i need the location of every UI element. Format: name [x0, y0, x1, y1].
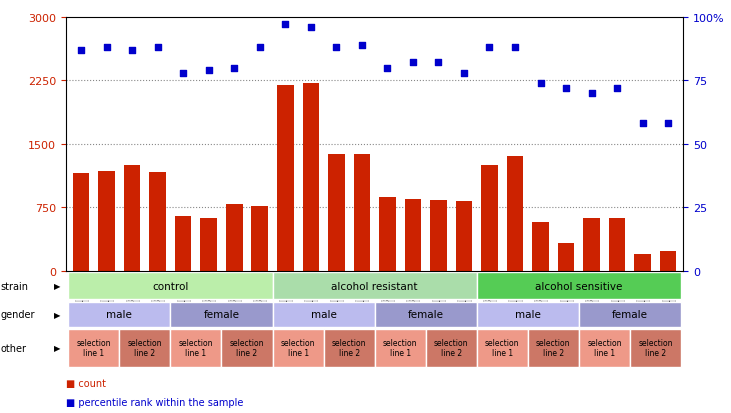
Text: selection
line 2: selection line 2 [638, 338, 673, 358]
Bar [630, 329, 681, 367]
Text: selection
line 2: selection line 2 [536, 338, 571, 358]
Text: control: control [152, 281, 189, 291]
Point [305, 24, 317, 31]
Text: selection
line 2: selection line 2 [434, 338, 469, 358]
Bar [170, 302, 273, 327]
Bar [200, 219, 217, 271]
Bar [477, 329, 528, 367]
Bar [455, 202, 472, 271]
Point [254, 45, 265, 52]
Bar [374, 302, 477, 327]
Point [152, 45, 164, 52]
Bar [507, 157, 523, 271]
Point [101, 45, 113, 52]
Bar [226, 204, 243, 271]
Text: female: female [203, 309, 240, 319]
Bar [379, 197, 395, 271]
Text: ▶: ▶ [54, 310, 60, 319]
Point [586, 90, 597, 97]
Bar [251, 207, 268, 271]
Bar [532, 222, 549, 271]
Text: female: female [612, 309, 648, 319]
Bar [660, 252, 676, 271]
Point [534, 80, 546, 87]
Text: selection
line 1: selection line 1 [178, 338, 213, 358]
Bar [170, 329, 221, 367]
Bar [221, 329, 273, 367]
Point [433, 60, 444, 66]
Bar [635, 254, 651, 271]
Text: selection
line 1: selection line 1 [383, 338, 417, 358]
Bar [273, 273, 477, 299]
Text: selection
line 1: selection line 1 [485, 338, 520, 358]
Bar [303, 83, 319, 271]
Bar [405, 199, 421, 271]
Bar [481, 166, 498, 271]
Bar [124, 166, 140, 271]
Point [407, 60, 419, 66]
Bar [273, 302, 374, 327]
Bar [324, 329, 374, 367]
Text: male: male [311, 309, 336, 319]
Bar [277, 85, 294, 271]
Point [178, 70, 189, 77]
Text: strain: strain [1, 281, 29, 291]
Text: selection
line 1: selection line 1 [281, 338, 315, 358]
Point [126, 47, 138, 54]
Bar [425, 329, 477, 367]
Bar [68, 273, 273, 299]
Bar [579, 302, 681, 327]
Point [279, 22, 291, 28]
Point [228, 65, 240, 72]
Text: other: other [1, 343, 27, 353]
Bar [579, 329, 630, 367]
Bar [477, 273, 681, 299]
Point [356, 42, 368, 49]
Point [510, 45, 521, 52]
Point [484, 45, 496, 52]
Bar [68, 329, 119, 367]
Text: selection
line 2: selection line 2 [332, 338, 366, 358]
Bar [175, 216, 192, 271]
Point [611, 85, 623, 92]
Text: alcohol resistant: alcohol resistant [331, 281, 418, 291]
Point [560, 85, 572, 92]
Text: selection
line 2: selection line 2 [230, 338, 265, 358]
Text: ▶: ▶ [54, 344, 60, 352]
Text: selection
line 1: selection line 1 [77, 338, 111, 358]
Text: female: female [408, 309, 444, 319]
Point [637, 121, 648, 128]
Bar [609, 219, 626, 271]
Point [662, 121, 674, 128]
Bar [354, 154, 370, 271]
Text: ■ percentile rank within the sample: ■ percentile rank within the sample [66, 396, 243, 407]
Text: male: male [107, 309, 132, 319]
Point [75, 47, 87, 54]
Bar [558, 243, 575, 271]
Bar [528, 329, 579, 367]
Text: ■ count: ■ count [66, 379, 106, 389]
Bar [273, 329, 324, 367]
Text: ▶: ▶ [54, 281, 60, 290]
Text: gender: gender [1, 309, 35, 319]
Bar [430, 201, 447, 271]
Text: selection
line 1: selection line 1 [587, 338, 621, 358]
Bar [119, 329, 170, 367]
Point [458, 70, 470, 77]
Point [203, 68, 215, 74]
Bar [149, 172, 166, 271]
Bar [374, 329, 425, 367]
Text: alcohol sensitive: alcohol sensitive [535, 281, 623, 291]
Bar [99, 171, 115, 271]
Bar [583, 219, 600, 271]
Bar [328, 154, 344, 271]
Text: selection
line 2: selection line 2 [128, 338, 162, 358]
Bar [68, 302, 170, 327]
Point [382, 65, 393, 72]
Text: male: male [515, 309, 541, 319]
Bar [477, 302, 579, 327]
Bar [73, 174, 89, 271]
Point [330, 45, 342, 52]
